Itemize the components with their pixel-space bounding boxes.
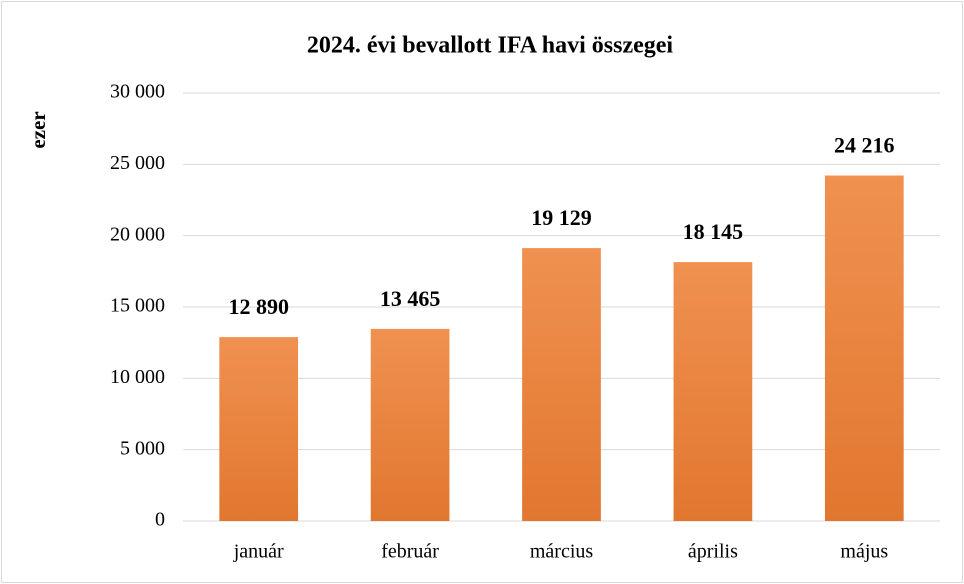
data-label: 18 145 <box>683 219 744 244</box>
bar <box>824 175 904 521</box>
y-tick-label: 20 000 <box>110 223 165 245</box>
data-label: 13 465 <box>380 286 441 311</box>
bar <box>673 262 753 521</box>
y-tick-label: 25 000 <box>110 152 165 174</box>
bar <box>522 248 601 521</box>
x-tick-label: május <box>840 541 888 563</box>
y-tick-label: 15 000 <box>110 295 165 317</box>
data-label: 19 129 <box>531 205 592 230</box>
y-axis-label: ezer <box>26 111 50 148</box>
y-tick-label: 0 <box>155 509 165 531</box>
y-tick-label: 30 000 <box>110 81 165 103</box>
bar <box>219 337 299 521</box>
x-tick-label: március <box>530 541 594 563</box>
y-tick-label: 10 000 <box>110 366 165 388</box>
x-tick-label: február <box>381 541 439 563</box>
x-tick-label: január <box>233 541 284 563</box>
bar <box>370 328 450 521</box>
chart-title: 2024. évi bevallott IFA havi összegei <box>307 33 674 59</box>
data-label: 12 890 <box>228 294 289 319</box>
x-tick-label: április <box>688 541 738 563</box>
data-label: 24 216 <box>834 133 895 158</box>
y-tick-label: 5 000 <box>120 437 165 459</box>
